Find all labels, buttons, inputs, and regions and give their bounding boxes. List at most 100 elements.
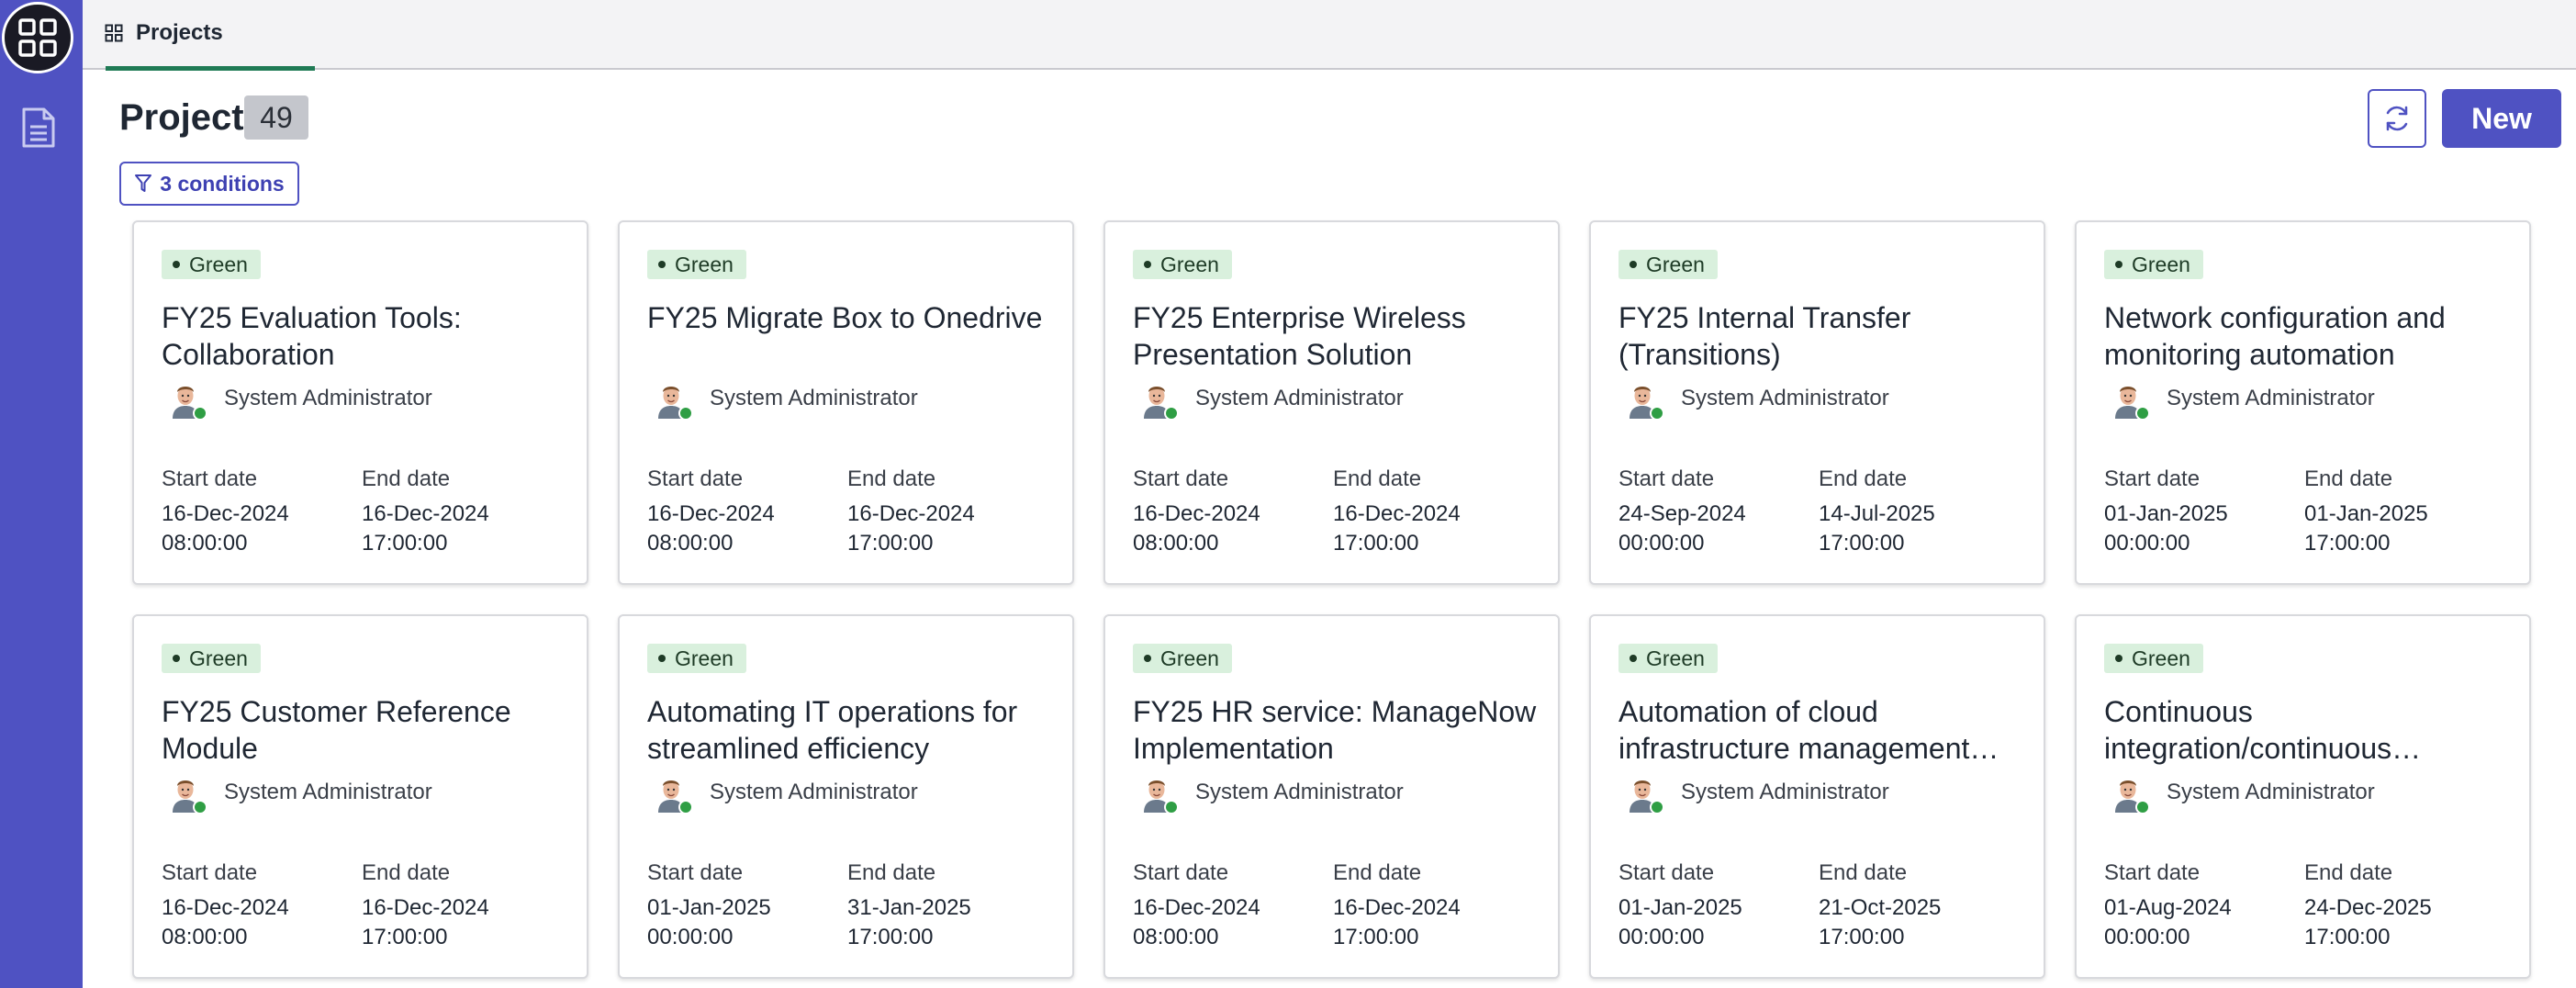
end-date-label: End date xyxy=(2304,466,2393,491)
owner-name: System Administrator xyxy=(2167,386,2375,410)
project-title[interactable]: Network configuration and monitoring aut… xyxy=(2104,301,2446,371)
project-card[interactable]: Green Automation of cloud infrastructure… xyxy=(1589,614,2045,979)
owner-name: System Administrator xyxy=(224,386,432,410)
start-date: 01-Jan-2025 xyxy=(1618,895,1742,920)
project-card[interactable]: Green FY25 Enterprise Wireless Presentat… xyxy=(1103,220,1560,585)
status-dot-icon xyxy=(2115,655,2122,662)
online-status-icon xyxy=(678,406,693,421)
project-title[interactable]: FY25 Customer Reference Module xyxy=(162,695,511,765)
refresh-button[interactable] xyxy=(2368,89,2426,148)
avatar xyxy=(651,772,693,814)
online-status-icon xyxy=(1650,406,1664,421)
project-title[interactable]: FY25 Evaluation Tools: Collaboration xyxy=(162,301,462,371)
start-date-value: 16-Dec-2024 08:00:00 xyxy=(162,893,362,952)
project-card[interactable]: Green FY25 Migrate Box to Onedrive Syste… xyxy=(618,220,1074,585)
status-label: Green xyxy=(675,252,734,276)
status-badge: Green xyxy=(647,250,746,279)
project-card[interactable]: Green Continuous integration/continuous…… xyxy=(2075,614,2531,979)
project-title[interactable]: FY25 Migrate Box to Onedrive xyxy=(647,301,1043,334)
documents-nav-button[interactable] xyxy=(18,105,59,151)
start-date: 01-Aug-2024 xyxy=(2104,895,2232,920)
start-time: 00:00:00 xyxy=(1618,531,1705,556)
end-date: 16-Dec-2024 xyxy=(1333,895,1461,920)
owner-name: System Administrator xyxy=(2167,780,2375,804)
status-dot-icon xyxy=(1630,655,1637,662)
start-date-value: 16-Dec-2024 08:00:00 xyxy=(1133,500,1333,558)
project-owner: System Administrator xyxy=(165,378,432,421)
tab-projects[interactable]: Projects xyxy=(105,17,223,50)
end-date-label: End date xyxy=(1819,860,1908,885)
project-title[interactable]: Automation of cloud infrastructure manag… xyxy=(1618,695,1999,765)
tab-label: Projects xyxy=(136,20,223,45)
project-card[interactable]: Green FY25 Evaluation Tools: Collaborati… xyxy=(132,220,588,585)
status-dot-icon xyxy=(2115,261,2122,268)
filter-icon xyxy=(135,174,152,192)
project-owner: System Administrator xyxy=(165,772,432,814)
end-date-column: End date 14-Jul-2025 17:00:00 xyxy=(1819,465,2030,558)
project-dates: Start date 01-Jan-2025 00:00:00 End date… xyxy=(1618,859,2030,952)
project-card[interactable]: Green FY25 Customer Reference Module Sys… xyxy=(132,614,588,979)
project-owner: System Administrator xyxy=(651,772,918,814)
start-date-value: 16-Dec-2024 08:00:00 xyxy=(647,500,847,558)
start-date: 24-Sep-2024 xyxy=(1618,501,1746,526)
status-dot-icon xyxy=(658,261,666,268)
start-date-label: Start date xyxy=(1133,466,1229,491)
start-date-column: Start date 16-Dec-2024 08:00:00 xyxy=(162,859,362,952)
app-launcher-button[interactable] xyxy=(2,2,73,73)
page-title: Project xyxy=(119,97,244,138)
start-time: 08:00:00 xyxy=(1133,925,1219,949)
project-owner: System Administrator xyxy=(1137,772,1404,814)
start-date-value: 24-Sep-2024 00:00:00 xyxy=(1618,500,1819,558)
start-date-label: Start date xyxy=(2104,466,2201,491)
end-date-label: End date xyxy=(1819,466,1908,491)
filter-conditions-button[interactable]: 3 conditions xyxy=(119,162,299,206)
start-date-value: 01-Aug-2024 00:00:00 xyxy=(2104,893,2304,952)
project-dates: Start date 16-Dec-2024 08:00:00 End date… xyxy=(1133,465,1544,558)
end-date-value: 31-Jan-2025 17:00:00 xyxy=(847,893,1058,952)
end-time: 17:00:00 xyxy=(362,925,448,949)
status-badge: Green xyxy=(162,250,261,279)
start-date-label: Start date xyxy=(1133,860,1229,885)
owner-name: System Administrator xyxy=(1681,780,1889,804)
avatar xyxy=(651,378,693,421)
end-date-value: 16-Dec-2024 17:00:00 xyxy=(362,500,573,558)
record-count-badge: 49 xyxy=(244,95,308,140)
project-title[interactable]: FY25 HR service: ManageNow Implementatio… xyxy=(1133,695,1537,765)
start-time: 08:00:00 xyxy=(647,531,734,556)
start-date-value: 16-Dec-2024 08:00:00 xyxy=(1133,893,1333,952)
status-label: Green xyxy=(675,646,734,670)
project-title[interactable]: FY25 Enterprise Wireless Presentation So… xyxy=(1133,301,1466,371)
project-card[interactable]: Green Automating IT operations for strea… xyxy=(618,614,1074,979)
end-date: 01-Jan-2025 xyxy=(2304,501,2428,526)
apps-grid-icon xyxy=(18,18,57,57)
project-owner: System Administrator xyxy=(1622,378,1889,421)
start-time: 00:00:00 xyxy=(1618,925,1705,949)
end-time: 17:00:00 xyxy=(1333,531,1419,556)
project-title[interactable]: Continuous integration/continuous… xyxy=(2104,695,2422,765)
start-date-label: Start date xyxy=(2104,860,2201,885)
project-card[interactable]: Green FY25 Internal Transfer (Transition… xyxy=(1589,220,2045,585)
status-label: Green xyxy=(2132,252,2190,276)
online-status-icon xyxy=(2135,406,2150,421)
project-dates: Start date 16-Dec-2024 08:00:00 End date… xyxy=(162,859,573,952)
project-title[interactable]: FY25 Internal Transfer (Transitions) xyxy=(1618,301,1911,371)
status-dot-icon xyxy=(1630,261,1637,268)
avatar xyxy=(2108,378,2150,421)
start-time: 08:00:00 xyxy=(162,925,248,949)
project-owner: System Administrator xyxy=(2108,772,2375,814)
status-label: Green xyxy=(189,252,248,276)
status-dot-icon xyxy=(1144,261,1151,268)
end-date-column: End date 01-Jan-2025 17:00:00 xyxy=(2304,465,2515,558)
end-date-column: End date 16-Dec-2024 17:00:00 xyxy=(362,465,573,558)
new-project-button[interactable]: New xyxy=(2442,89,2561,148)
project-card[interactable]: Green Network configuration and monitori… xyxy=(2075,220,2531,585)
end-time: 17:00:00 xyxy=(1819,925,1905,949)
status-badge: Green xyxy=(1618,250,1718,279)
end-date-label: End date xyxy=(847,860,936,885)
project-title[interactable]: Automating IT operations for streamlined… xyxy=(647,695,1018,765)
avatar xyxy=(1137,772,1179,814)
avatar xyxy=(1622,772,1664,814)
end-date-column: End date 16-Dec-2024 17:00:00 xyxy=(362,859,573,952)
project-card[interactable]: Green FY25 HR service: ManageNow Impleme… xyxy=(1103,614,1560,979)
end-date-column: End date 16-Dec-2024 17:00:00 xyxy=(1333,859,1544,952)
